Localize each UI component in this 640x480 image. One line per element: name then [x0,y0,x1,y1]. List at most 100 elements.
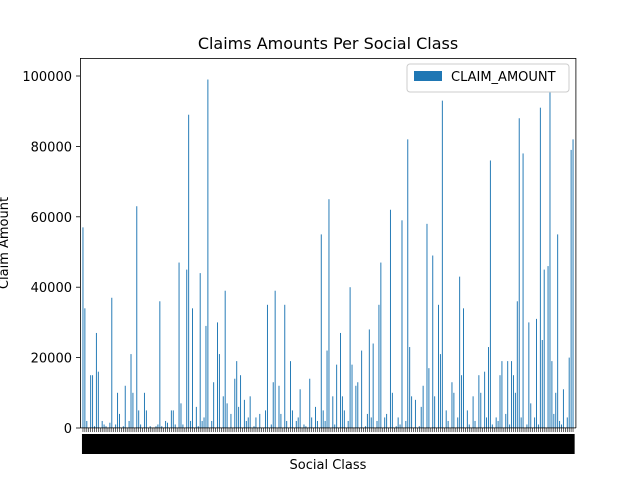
x-tick-label-smear [310,434,314,454]
x-tick-label-smear [387,434,391,454]
bar [299,389,301,428]
x-tick-label-smear [295,434,298,454]
bar [438,304,439,428]
x-tick-label-smear [153,434,156,454]
bar [472,396,474,428]
x-tick-label-smear [470,434,473,454]
bar [526,424,528,428]
bar [328,199,330,428]
x-tick-label-smear [216,434,220,454]
x-tick-label-smear [181,434,185,454]
x-tick-label-smear [133,434,137,454]
bars-group [82,79,574,429]
bar [539,107,541,429]
bar [180,403,182,428]
legend: CLAIM_AMOUNT [406,63,570,93]
x-tick-label-smear [220,434,223,454]
bar [395,426,397,428]
bar [366,413,368,428]
x-tick-label-smear [499,434,502,454]
bar [247,417,249,428]
bar [570,149,572,429]
x-tick-label-smear [164,434,168,454]
bar [332,396,334,428]
bar [561,424,562,428]
x-tick-label-smear [249,434,252,454]
x-tick-label-smear [520,434,523,454]
bar [549,86,551,428]
bar [84,308,86,428]
bar [272,382,274,428]
x-tick-label-smear [547,434,550,454]
x-tick-label-smear [312,434,316,454]
bar [132,392,134,428]
x-tick-label-smear [320,434,323,454]
bar [259,413,261,428]
bar [512,375,514,428]
bar [174,424,176,428]
x-tick-label-smear [397,434,400,454]
x-tick-label-smear [228,434,231,454]
x-tick-label-smear [160,434,164,454]
bar [505,413,507,428]
x-axis-label: Social Class [290,458,367,473]
x-tick-label-smear [316,434,320,454]
bar [103,424,105,428]
x-tick-label-smear [327,434,331,454]
legend-swatch [414,71,442,81]
bar [401,220,403,428]
bar [297,417,299,428]
x-tick-label-smear [93,434,97,454]
x-tick-label-smear [191,434,195,454]
y-tick-label: 80000 [31,140,72,155]
bar [315,406,316,428]
x-tick-label-smear [337,434,341,454]
x-tick-label-smear [189,434,193,454]
bar [530,403,532,428]
x-tick-label-smear [418,434,421,454]
bar [434,396,436,428]
x-tick-label-smear [124,434,127,454]
bar [295,420,297,428]
x-tick-label-smear [302,434,306,454]
bar [190,420,192,428]
x-tick-label-smear [518,434,521,454]
bar [255,417,257,428]
x-tick-label-smear [566,434,569,454]
chart-title: Claims Amounts Per Social Class [198,34,458,53]
x-tick-label-smear [241,434,245,454]
bar [236,361,238,428]
x-tick-label-smear [483,434,487,454]
bar [536,318,537,428]
bar [553,413,555,428]
bar [343,410,345,428]
bar [213,382,215,428]
bar [207,79,209,429]
bar [441,100,443,428]
x-tick-label-smear [224,434,227,454]
x-tick-label-smear [523,434,527,454]
bar [518,118,520,429]
bar [286,420,288,428]
bar [522,153,524,428]
x-tick-label-smear [422,434,425,454]
bar [178,262,180,428]
bar [568,357,570,428]
x-tick-label-smear [452,434,456,454]
x-tick-label-smear [399,434,402,454]
bar [186,269,188,428]
x-tick-label-smear [277,434,281,454]
bar [161,426,163,428]
bar [551,361,553,428]
bar [320,234,322,428]
x-tick-label-smear [370,434,373,454]
bar [238,406,240,428]
x-tick-label-smear [424,434,427,454]
bar [495,417,497,428]
x-tick-label-smear [393,434,396,454]
bar [389,209,391,428]
x-tick-label-smear [116,434,120,454]
x-tick-label-smear [445,434,448,454]
x-tick-label-smear [362,434,366,454]
bar [351,364,353,428]
